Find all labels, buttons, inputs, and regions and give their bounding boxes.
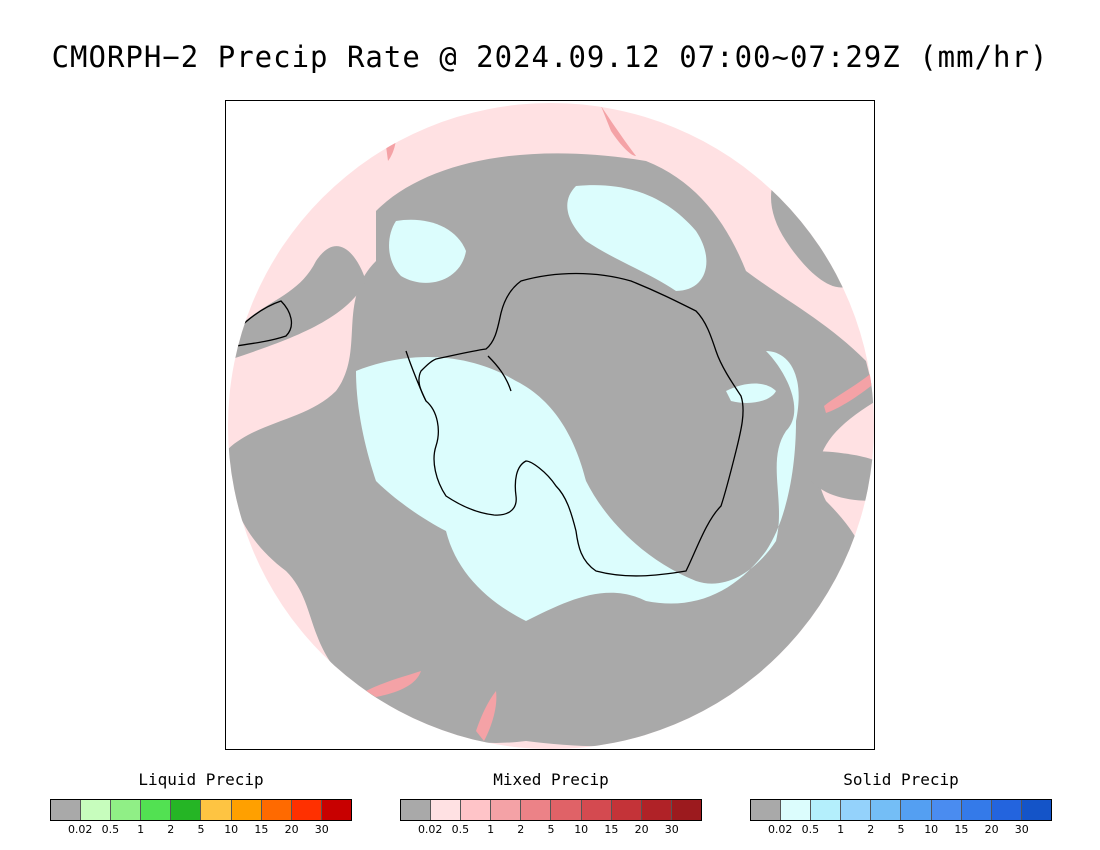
legend-swatch (811, 800, 842, 820)
legend-swatch (551, 800, 582, 820)
legend-title: Liquid Precip (138, 770, 264, 789)
legend-swatch (871, 800, 902, 820)
legend-swatch (401, 800, 432, 820)
legend-swatch (581, 800, 612, 820)
legend-tick-label: 10 (924, 823, 939, 836)
legend-tick-label: 0.5 (101, 823, 120, 836)
legend-tick-label: 1 (837, 823, 845, 836)
legend-swatch (521, 800, 552, 820)
legend-ticks: 0.02 0.5 1 2 5 10 15 20 30 (400, 823, 702, 837)
legend-tick-label: 1 (137, 823, 145, 836)
map-title: CMORPH−2 Precip Rate @ 2024.09.12 07:00~… (51, 40, 1049, 74)
legend-tick-label: 0.02 (67, 823, 93, 836)
legend-tick-label: 15 (254, 823, 269, 836)
legend-swatch (141, 800, 172, 820)
map-panel (225, 100, 875, 750)
legend-swatch (841, 800, 872, 820)
legend-swatch (171, 800, 202, 820)
legend-solid-precip: Solid Precip 0.02 0.5 1 2 5 10 15 20 30 (750, 770, 1052, 837)
legend-liquid-precip: Liquid Precip 0.02 0.5 1 2 5 10 15 20 30 (50, 770, 352, 837)
legend-tick-label: 5 (197, 823, 205, 836)
legend-tick-label: 2 (517, 823, 525, 836)
legend-tick-label: 15 (604, 823, 619, 836)
legend-swatch (51, 800, 82, 820)
south-america-coastline (235, 300, 293, 347)
legend-swatch (961, 800, 992, 820)
legend-swatch (201, 800, 232, 820)
mixed-precip-streaks (366, 106, 874, 741)
legend-swatch (81, 800, 112, 820)
legend-tick-label: 2 (867, 823, 875, 836)
legend-swatch (491, 800, 522, 820)
legend-swatch (461, 800, 492, 820)
legend-swatch (751, 800, 782, 820)
legend-swatch (431, 800, 462, 820)
legend-swatch (611, 800, 642, 820)
legend-tick-label: 0.02 (767, 823, 793, 836)
antarctic-peninsula-coastline (405, 350, 427, 402)
legend-swatch (321, 800, 351, 820)
legend-tick-label: 30 (314, 823, 329, 836)
legend-swatch (991, 800, 1022, 820)
ross-ice-edge (487, 355, 512, 392)
legend-title: Solid Precip (843, 770, 959, 789)
legend-tick-label: 0.5 (801, 823, 820, 836)
legend-swatch (111, 800, 142, 820)
legend-title: Mixed Precip (493, 770, 609, 789)
legend-ticks: 0.02 0.5 1 2 5 10 15 20 30 (750, 823, 1052, 837)
legend-tick-label: 5 (897, 823, 905, 836)
solid-precip-regions (356, 185, 799, 621)
legend-tick-label: 15 (954, 823, 969, 836)
legend-tick-label: 5 (547, 823, 555, 836)
legend-mixed-precip: Mixed Precip 0.02 0.5 1 2 5 10 15 20 30 (400, 770, 702, 837)
legend-swatch (1021, 800, 1051, 820)
legend-colorbar (50, 799, 352, 821)
legend-swatch (641, 800, 672, 820)
legend-tick-label: 1 (487, 823, 495, 836)
legend-tick-label: 10 (574, 823, 589, 836)
legend-swatch (931, 800, 962, 820)
legend-tick-label: 20 (284, 823, 299, 836)
legend-swatch (291, 800, 322, 820)
legend-tick-label: 20 (984, 823, 999, 836)
legend-swatch (231, 800, 262, 820)
antarctica-coastline (418, 272, 744, 577)
legend-tick-label: 30 (664, 823, 679, 836)
legend-tick-label: 30 (1014, 823, 1029, 836)
legend-swatch (671, 800, 701, 820)
legend-swatch (261, 800, 292, 820)
legend-tick-label: 2 (167, 823, 175, 836)
legend-swatch (781, 800, 812, 820)
legend-tick-label: 20 (634, 823, 649, 836)
legend-tick-label: 0.5 (451, 823, 470, 836)
polar-map (228, 103, 874, 749)
legend-ticks: 0.02 0.5 1 2 5 10 15 20 30 (50, 823, 352, 837)
legend-colorbar (400, 799, 702, 821)
legend-tick-label: 0.02 (417, 823, 443, 836)
legend-tick-label: 10 (224, 823, 239, 836)
legend-swatch (901, 800, 932, 820)
legend-colorbar (750, 799, 1052, 821)
